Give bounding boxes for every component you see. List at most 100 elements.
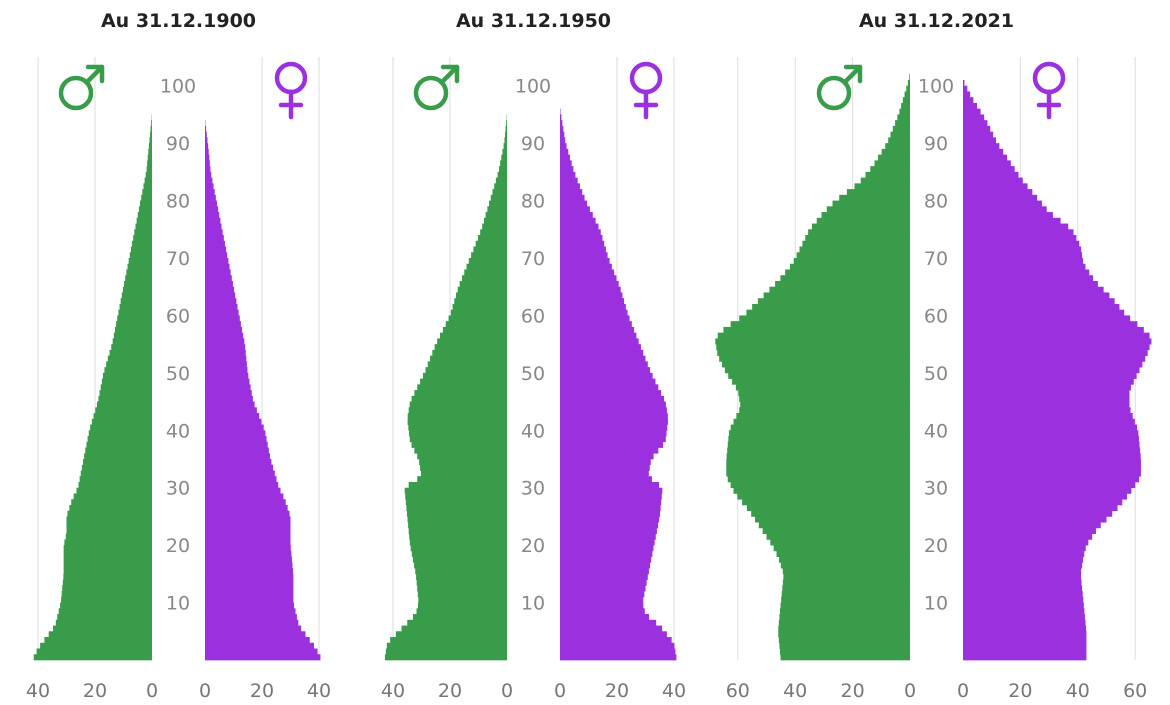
female-bar: [205, 143, 209, 150]
female-bar: [963, 378, 1134, 385]
female-bar: [560, 263, 612, 270]
male-bar: [726, 464, 910, 471]
age-tick-label: 30: [924, 478, 948, 500]
female-bar: [963, 424, 1137, 431]
female-bar: [205, 619, 299, 626]
female-bar: [205, 349, 246, 356]
male-bar: [408, 424, 507, 431]
female-bar: [560, 189, 583, 196]
male-bar: [409, 430, 507, 437]
male-bar: [407, 413, 507, 420]
male-bar: [65, 533, 152, 540]
female-bar: [205, 447, 269, 454]
male-bar: [901, 102, 910, 110]
male-bar: [142, 189, 152, 196]
male-bar: [36, 648, 153, 655]
female-bar: [205, 200, 217, 207]
female-bar: [963, 280, 1098, 288]
female-bar: [963, 148, 1004, 155]
male-bar: [728, 436, 910, 443]
female-bar: [963, 516, 1107, 523]
male-bar: [386, 642, 507, 649]
male-bar: [780, 654, 910, 661]
female-bar: [205, 550, 292, 557]
female-bar: [963, 470, 1141, 477]
male-bar: [63, 556, 152, 563]
male-axis-tick: 40: [26, 680, 50, 702]
male-bar: [802, 240, 910, 247]
female-bar: [963, 102, 977, 110]
female-bar: [963, 189, 1033, 196]
male-bar: [766, 533, 910, 540]
male-axis-tick: 60: [726, 680, 750, 702]
female-bar: [963, 171, 1019, 178]
male-bar: [799, 246, 910, 253]
female-bar: [560, 441, 664, 448]
male-bar: [421, 470, 507, 477]
female-bar: [205, 189, 215, 196]
female-bar: [205, 332, 244, 339]
female-bar: [560, 619, 657, 626]
age-tick-label: 20: [166, 535, 190, 557]
female-bar: [963, 338, 1152, 345]
male-bar: [55, 619, 152, 626]
female-bar: [560, 464, 650, 471]
male-bar: [746, 504, 910, 512]
female-bar: [205, 602, 295, 609]
male-bar: [502, 148, 507, 155]
female-bar: [560, 637, 672, 644]
male-bar: [892, 125, 910, 133]
female-bar: [560, 258, 610, 265]
female-bar: [560, 355, 646, 362]
female-bar: [205, 367, 248, 374]
male-bar: [62, 585, 152, 592]
female-axis-tick: 20: [1008, 680, 1032, 702]
female-bar: [205, 493, 284, 500]
male-bar: [85, 447, 152, 454]
female-bar: [560, 424, 668, 431]
male-bar: [409, 401, 507, 408]
male-bar: [457, 286, 507, 293]
female-bar: [963, 614, 1085, 621]
female-bar: [963, 154, 1008, 161]
female-bar: [205, 562, 293, 569]
male-bar: [727, 441, 910, 448]
male-bar: [417, 591, 507, 598]
female-bar: [560, 459, 651, 466]
male-bar: [408, 481, 507, 489]
age-tick-label: 40: [166, 420, 190, 442]
female-bar: [963, 453, 1141, 460]
male-bar: [821, 212, 910, 219]
female-bar: [963, 206, 1047, 213]
female-bar: [963, 263, 1086, 270]
age-tick-label: 100: [160, 76, 196, 98]
male-bar: [736, 413, 910, 420]
female-bar: [205, 390, 252, 397]
female-bar: [560, 298, 625, 305]
male-bar: [780, 562, 910, 569]
male-bar: [727, 447, 910, 454]
female-bar: [560, 493, 662, 500]
female-bar: [963, 85, 968, 92]
male-bar: [407, 619, 507, 626]
age-tick-label: 70: [166, 248, 190, 270]
male-bar: [90, 424, 152, 431]
male-bar: [717, 349, 910, 356]
male-bar: [776, 550, 910, 557]
female-bar: [560, 143, 567, 150]
male-bar: [752, 303, 910, 311]
male-symbol-icon: [816, 64, 863, 111]
female-bar: [205, 166, 211, 173]
female-bar: [205, 487, 281, 494]
male-bar: [785, 269, 910, 276]
female-bar: [560, 390, 662, 397]
female-bar: [560, 527, 657, 535]
female-bar: [963, 143, 1000, 150]
male-bar: [147, 160, 152, 167]
female-bar: [963, 355, 1146, 362]
male-bar: [726, 459, 910, 466]
female-bar: [963, 510, 1113, 517]
male-bar: [839, 194, 910, 201]
male-bar: [781, 591, 910, 598]
female-bar: [560, 280, 619, 288]
